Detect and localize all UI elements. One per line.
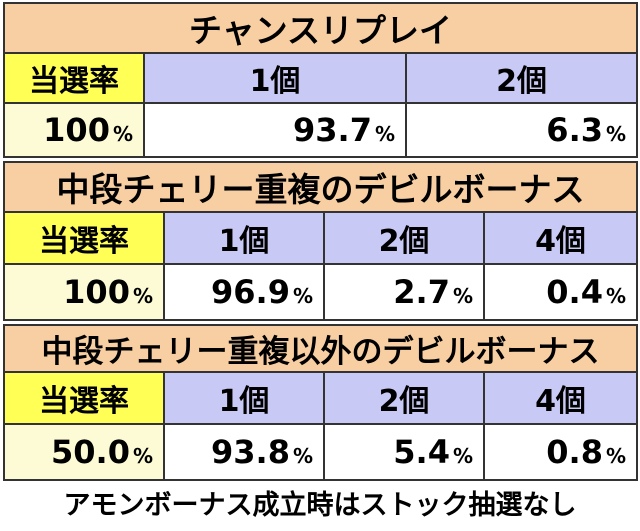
value-cell-2: 6.3% <box>404 102 639 158</box>
value-1: 93.8 <box>211 433 290 471</box>
value-cell-1: 93.7% <box>143 102 407 158</box>
value-1: 93.7 <box>293 111 372 149</box>
header-1: 1個 <box>143 52 407 104</box>
percent-unit: % <box>605 122 627 146</box>
header-2: 2個 <box>323 211 485 265</box>
header-2: 2個 <box>404 52 639 104</box>
percent-unit: % <box>605 284 626 308</box>
percent-unit: % <box>605 444 626 468</box>
value-cell-1: 93.8% <box>163 423 325 481</box>
table-non-chu-cherry-devil-bonus: 中段チェリー重複以外のデビルボーナス 当選率 1個 2個 4個 50.0% 93… <box>3 324 638 481</box>
percent-unit: % <box>112 122 133 146</box>
section-title: 中段チェリー重複のデビルボーナス <box>3 161 638 213</box>
percent-unit: % <box>132 444 153 468</box>
percent-unit: % <box>374 122 395 146</box>
value-2: 6.3 <box>546 111 603 149</box>
value-1: 96.9 <box>211 273 290 311</box>
rate-label: 当選率 <box>3 52 145 104</box>
section-title: 中段チェリー重複以外のデビルボーナス <box>3 324 638 373</box>
table-chance-replay: チャンスリプレイ 当選率 1個 2個 100% 93.7% 6.3% <box>2 2 639 158</box>
value-2: 2.7 <box>393 273 450 311</box>
header-1: 1個 <box>163 211 325 265</box>
value-4: 0.4 <box>546 273 603 311</box>
value-cell-2: 2.7% <box>323 263 485 321</box>
percent-unit: % <box>452 284 473 308</box>
rate-value: 100 <box>63 273 130 311</box>
footnote: アモンボーナス成立時はストック抽選なし <box>63 490 577 521</box>
percent-unit: % <box>292 284 313 308</box>
rate-value-cell: 100% <box>3 263 165 321</box>
header-1: 1個 <box>163 371 325 425</box>
header-2: 2個 <box>323 371 485 425</box>
percent-unit: % <box>132 284 153 308</box>
value-cell-4: 0.4% <box>483 263 638 321</box>
header-4: 4個 <box>483 371 638 425</box>
header-4: 4個 <box>483 211 638 265</box>
rate-label: 当選率 <box>3 371 165 425</box>
value-cell-2: 5.4% <box>323 423 485 481</box>
rate-value-cell: 100% <box>3 102 145 158</box>
section-title: チャンスリプレイ <box>2 2 639 54</box>
rate-value: 50.0 <box>51 433 130 471</box>
value-cell-4: 0.8% <box>483 423 638 481</box>
value-2: 5.4 <box>393 433 450 471</box>
value-4: 0.8 <box>546 433 603 471</box>
rate-label: 当選率 <box>3 211 165 265</box>
table-chu-cherry-devil-bonus: 中段チェリー重複のデビルボーナス 当選率 1個 2個 4個 100% 96.9%… <box>3 161 638 321</box>
rate-value: 100 <box>43 111 110 149</box>
rate-value-cell: 50.0% <box>3 423 165 481</box>
percent-unit: % <box>452 444 473 468</box>
value-cell-1: 96.9% <box>163 263 325 321</box>
percent-unit: % <box>292 444 313 468</box>
